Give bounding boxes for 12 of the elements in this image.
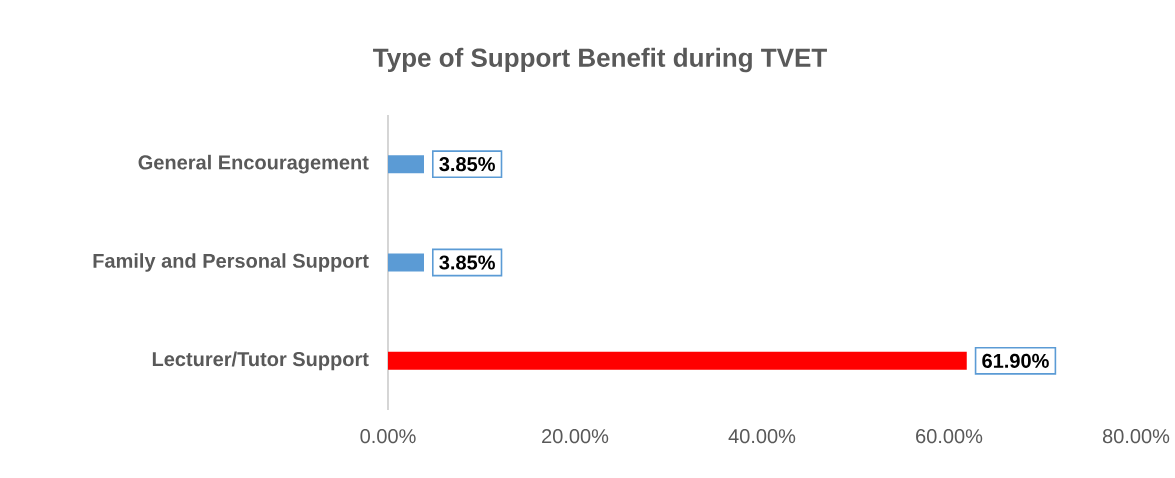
y-tick-label: General Encouragement [138,154,369,174]
y-tick-label: Family and Personal Support [93,253,369,272]
x-tick-label: 60.00% [916,429,983,444]
data-label: 3.85% [439,157,495,172]
x-tick-label: 0.00% [360,429,416,444]
x-tick-label: 40.00% [728,429,796,444]
chart-title: Type of Support Benefit during TVET [373,47,827,73]
x-tick-label: 80.00% [1102,429,1170,444]
y-tick-label: Lecturer/Tutor Support [152,351,369,371]
data-label: 3.85% [439,255,495,270]
data-label: 61.90% [982,353,1049,368]
x-tick-label: 20.00% [542,429,609,444]
